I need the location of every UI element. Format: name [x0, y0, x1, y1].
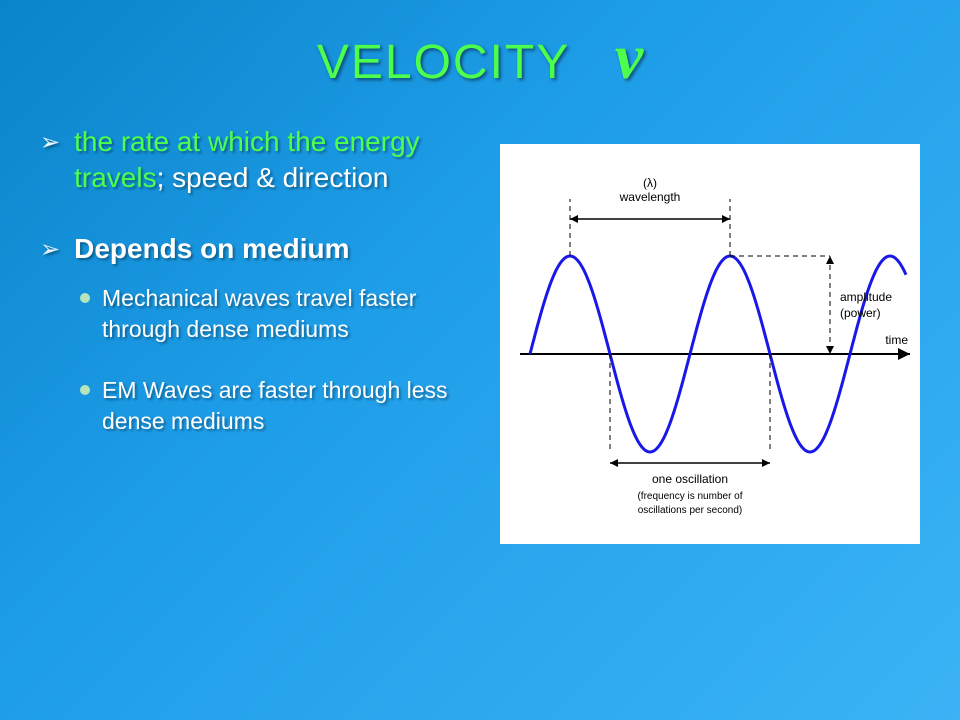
dot-icon: [80, 293, 90, 303]
wave-svg: time (λ)wavelength amplitude (power) one osc…: [500, 144, 920, 544]
svg-text:oscillations per second): oscillations per second): [638, 505, 743, 516]
svg-text:one oscillation: one oscillation: [652, 472, 728, 486]
svg-text:(λ): (λ): [643, 176, 657, 190]
bullet-white-text: ; speed & direction: [157, 162, 389, 193]
svg-text:wavelength: wavelength: [619, 190, 681, 204]
subbullet-em-text: EM Waves are faster through less dense m…: [102, 375, 480, 437]
slide: VELOCITY v ➢ the rate at which the energ…: [0, 0, 960, 720]
content-row: ➢ the rate at which the energy travels; …: [40, 124, 920, 690]
subbullet-em: EM Waves are faster through less dense m…: [80, 375, 480, 437]
chevron-icon: ➢: [40, 124, 60, 162]
bullet-depends: ➢ Depends on medium: [40, 231, 480, 269]
chevron-icon: ➢: [40, 231, 60, 269]
subbullet-mechanical-text: Mechanical waves travel faster through d…: [102, 283, 480, 345]
title-symbol: v: [615, 21, 643, 92]
svg-text:(frequency is number of: (frequency is number of: [637, 491, 742, 502]
slide-title: VELOCITY v: [40, 20, 920, 94]
subbullet-mechanical: Mechanical waves travel faster through d…: [80, 283, 480, 345]
title-word: VELOCITY: [317, 36, 570, 89]
dot-icon: [80, 385, 90, 395]
bullet-depends-text: Depends on medium: [74, 231, 349, 267]
bullet-definition: ➢ the rate at which the energy travels; …: [40, 124, 480, 197]
bullet-list: ➢ the rate at which the energy travels; …: [40, 124, 480, 690]
svg-text:(power): (power): [840, 306, 881, 320]
svg-text:time: time: [885, 333, 908, 347]
diagram-column: time (λ)wavelength amplitude (power) one osc…: [500, 124, 920, 690]
svg-text:amplitude: amplitude: [840, 290, 892, 304]
wave-diagram: time (λ)wavelength amplitude (power) one osc…: [500, 144, 920, 544]
